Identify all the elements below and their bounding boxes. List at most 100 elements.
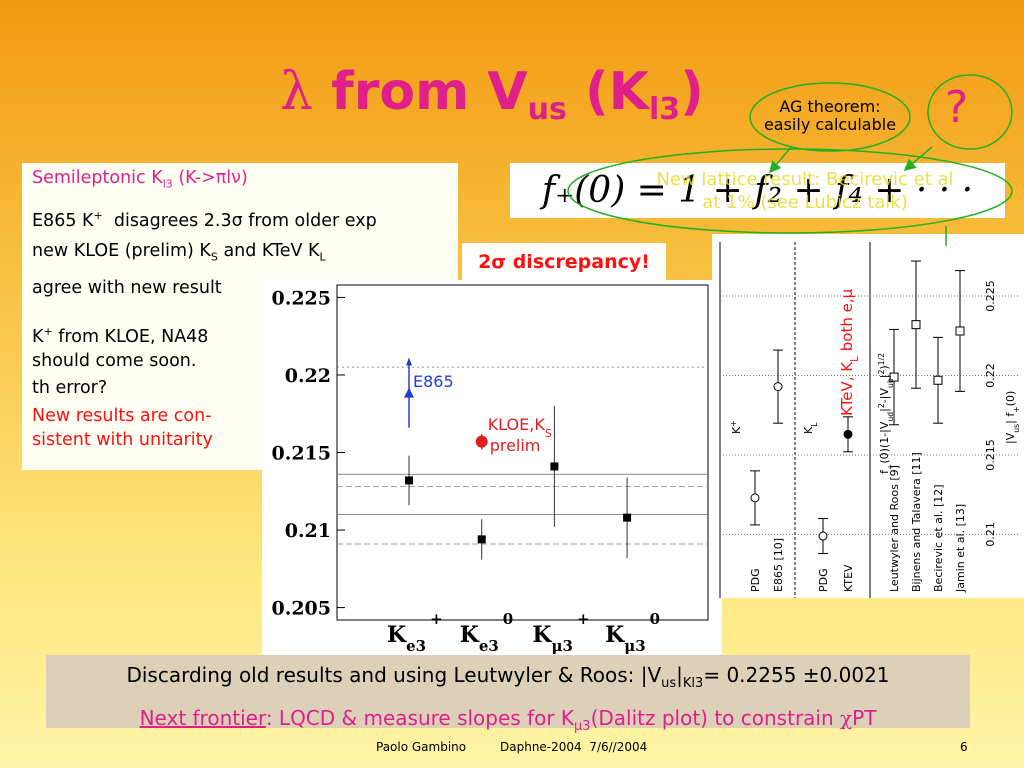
event: Daphne-2004 7/6//2004 — [500, 740, 648, 754]
sub: us — [661, 676, 677, 691]
text: should come soon. — [32, 350, 197, 371]
text: agree with new result — [32, 277, 222, 298]
line: th error? — [22, 373, 458, 404]
text: | — [676, 663, 683, 687]
data-point — [750, 493, 760, 503]
data-point — [405, 476, 413, 485]
sup: + — [43, 324, 53, 338]
x-tick-label: Kμ3 0 — [605, 610, 660, 655]
annotation-part: KLOE,K — [488, 415, 546, 434]
axis-label-part: ub — [886, 378, 895, 388]
callout: 2σ discrepancy! — [462, 243, 666, 281]
x-tick-label: Kμ3+ — [532, 610, 589, 655]
label-part: + — [577, 610, 590, 628]
y-tick-label: 0.205 — [272, 598, 332, 620]
x-tick-label: E865 [10] — [772, 538, 785, 592]
note: sistent with unitarity — [22, 428, 458, 452]
text: New results are con- — [32, 405, 212, 426]
group-label: KL — [802, 422, 819, 434]
y-tick-label: 0.225 — [272, 287, 332, 309]
axis-label-part: |V — [1004, 432, 1017, 444]
text: (Dalitz plot) to constrain — [590, 706, 841, 730]
heading: Semileptonic Kl3 (K->πlν) — [22, 163, 458, 200]
data-point — [818, 531, 828, 541]
axis-label-part: (0)(1-|V — [878, 421, 891, 464]
data-point — [911, 320, 921, 330]
sub: S — [210, 250, 218, 264]
y-tick-label: 0.215 — [272, 443, 332, 465]
text: (K->πlν) — [172, 168, 248, 188]
sup: + — [93, 208, 103, 222]
text: K — [32, 326, 44, 347]
axis-label-part: | f — [1004, 412, 1017, 424]
data-point — [889, 372, 899, 382]
x-tick-label: Leutwyler and Roos [9] — [888, 465, 901, 592]
data-point — [843, 429, 853, 439]
author: Paolo Gambino — [376, 740, 467, 754]
label-part: K — [387, 622, 407, 648]
summary-box: Discarding old results and using Leutwyl… — [46, 655, 970, 734]
y-tick-label: 0.21 — [984, 522, 997, 547]
text: and KTeV K — [217, 241, 320, 262]
y-tick-label: 0.22 — [285, 365, 331, 387]
axis-label-part: + — [1012, 406, 1021, 412]
text: sistent with unitarity — [32, 429, 213, 450]
annotation: KTeV, KL both e,μ — [838, 288, 861, 416]
group-label-part: K — [802, 426, 815, 434]
text: : LQCD & measure slopes for K — [265, 706, 575, 730]
line: E865 K+ disagrees 2.3σ from older exp — [22, 200, 458, 237]
line: agree with new result — [22, 273, 458, 304]
callout-text: AG theorem: — [779, 97, 881, 116]
sub: L — [319, 250, 326, 264]
text: Next frontier — [139, 706, 266, 730]
annotation-part: both e,μ — [838, 288, 856, 356]
title-sub: l3 — [649, 92, 681, 127]
text: = 0.2255 ±0.0021 — [703, 663, 890, 687]
text: th error? — [32, 377, 108, 398]
chart: 0.2050.210.2150.220.225Ke3+Ke30Kμ3+Kμ30E… — [262, 280, 722, 655]
y-tick-label: 0.22 — [984, 363, 997, 388]
axis-label-part: -|V — [878, 388, 891, 404]
highlight-ellipse — [927, 74, 1013, 150]
y-tick-label: 0.21 — [285, 520, 331, 542]
line: K+ from KLOE, NA48 — [22, 320, 458, 349]
x-tick-label: Jamin et al. [13] — [954, 504, 967, 593]
sub: Kl3 — [682, 676, 704, 691]
text: χ — [840, 706, 853, 730]
group-label-part: K — [730, 426, 743, 434]
label-part: K — [605, 622, 625, 648]
line: Discarding old results and using Leutwyl… — [46, 658, 970, 701]
data-point — [623, 513, 632, 522]
axis-label-part: 1/2 — [877, 353, 886, 365]
x-tick-label: PDG — [749, 568, 762, 592]
annotation-part: KTeV, K — [838, 361, 856, 416]
callout: AG theorem: easily calculable — [745, 98, 915, 134]
data-point — [955, 326, 965, 336]
annotation-part: S — [545, 427, 552, 440]
axis-label-part: (0) — [1004, 391, 1017, 407]
label-part: e3 — [406, 637, 426, 655]
chart: 0.21 0.215 0.22 0.225 PDG E865 [10] PDG KTEV Leu… — [712, 234, 1024, 598]
data-point — [477, 535, 486, 544]
text: new KLOE (prelim) K — [32, 241, 211, 262]
axis-label-part: us — [1012, 424, 1021, 433]
annotation-part: L — [849, 356, 861, 362]
axis-label-part: | — [878, 375, 891, 379]
group-label: K+ — [729, 420, 744, 434]
axis-label-part: 2 — [877, 370, 886, 375]
x-tick-label: Bijnens and Talavera [11] — [910, 452, 923, 592]
label-part: K — [532, 622, 552, 648]
label-part: 0 — [650, 610, 660, 628]
title-text: (K — [584, 62, 649, 122]
sub: μ3 — [574, 719, 591, 734]
annotation: KLOE,KS — [488, 415, 552, 440]
text: from KLOE, NA48 — [52, 326, 209, 347]
data-point — [475, 435, 488, 448]
group-label-part: L — [810, 422, 819, 427]
data-point — [773, 382, 783, 392]
callout-text: easily calculable — [763, 115, 897, 134]
text: disagrees 2.3σ from older exp — [102, 210, 377, 231]
title-sub: us — [527, 92, 567, 127]
data-point — [933, 375, 943, 385]
